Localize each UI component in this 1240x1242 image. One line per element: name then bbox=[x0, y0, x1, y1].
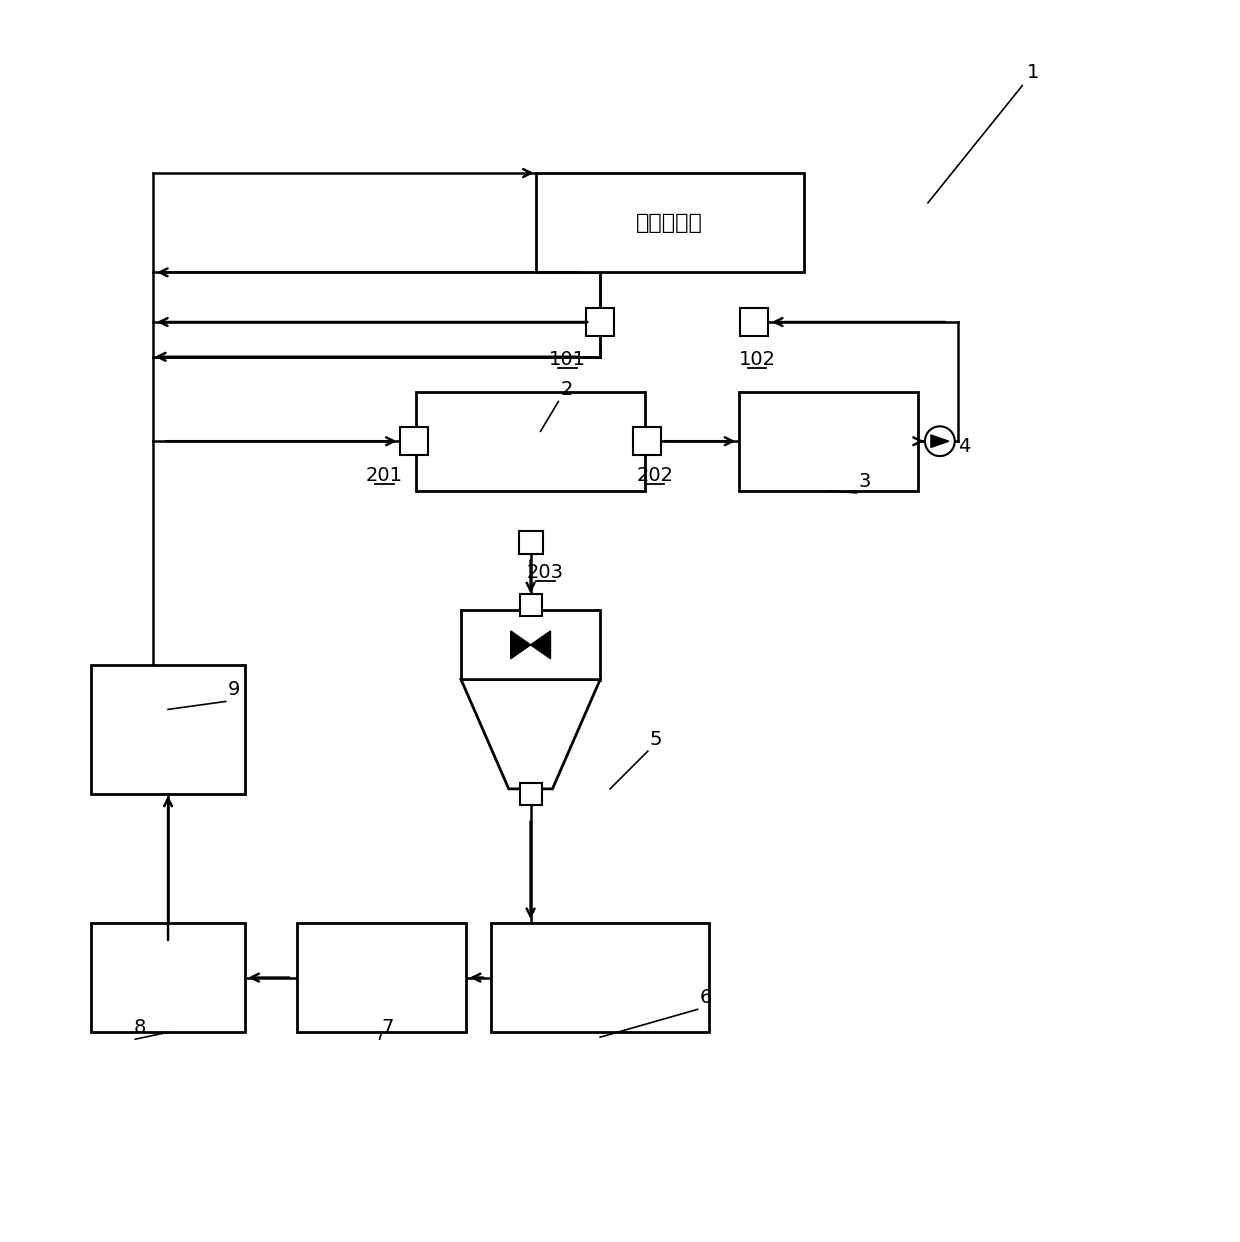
Text: 9: 9 bbox=[228, 681, 241, 699]
Bar bbox=[518, 530, 543, 554]
Text: 2: 2 bbox=[560, 380, 573, 400]
Bar bbox=[417, 391, 645, 491]
Polygon shape bbox=[931, 435, 949, 447]
Text: 201: 201 bbox=[366, 466, 403, 486]
Text: 102: 102 bbox=[739, 350, 775, 369]
Polygon shape bbox=[461, 610, 600, 679]
Bar bbox=[739, 391, 918, 491]
Polygon shape bbox=[461, 679, 600, 789]
Circle shape bbox=[925, 426, 955, 456]
Bar bbox=[491, 923, 709, 1032]
Text: 3: 3 bbox=[858, 472, 870, 491]
Text: 5: 5 bbox=[650, 730, 662, 749]
Bar bbox=[91, 923, 246, 1032]
Bar bbox=[520, 594, 542, 616]
Text: 7: 7 bbox=[382, 1018, 394, 1037]
Bar bbox=[587, 308, 614, 335]
Bar bbox=[91, 664, 246, 794]
Bar bbox=[632, 427, 661, 455]
Text: 202: 202 bbox=[636, 466, 673, 486]
Text: 1: 1 bbox=[1027, 62, 1039, 82]
Bar bbox=[401, 427, 428, 455]
Text: 6: 6 bbox=[699, 989, 712, 1007]
Text: 8: 8 bbox=[133, 1018, 145, 1037]
Polygon shape bbox=[511, 631, 531, 658]
Bar bbox=[520, 782, 542, 805]
Polygon shape bbox=[531, 631, 551, 658]
Text: 101: 101 bbox=[549, 350, 585, 369]
Bar bbox=[536, 173, 804, 272]
Bar bbox=[298, 923, 466, 1032]
Bar bbox=[740, 308, 768, 335]
Text: 4: 4 bbox=[957, 437, 970, 456]
Text: 203: 203 bbox=[527, 564, 564, 582]
Text: 铝空气电池: 铝空气电池 bbox=[636, 212, 703, 232]
